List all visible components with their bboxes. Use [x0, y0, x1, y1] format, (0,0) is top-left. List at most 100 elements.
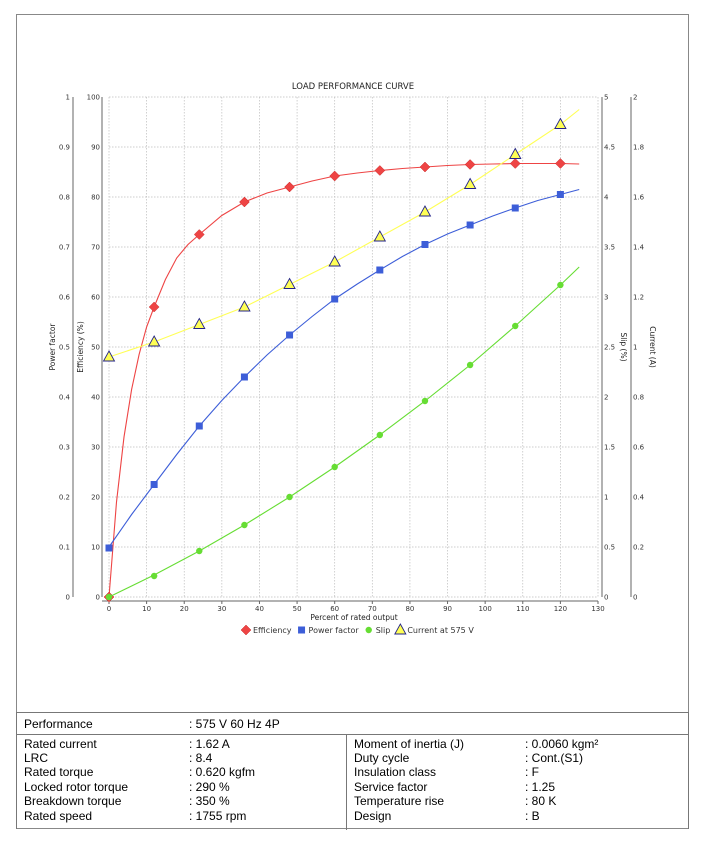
slip-point	[241, 521, 248, 529]
slip-point	[105, 593, 113, 601]
spec-value: : 0.0060 kgm²	[525, 737, 599, 751]
spec-label: Design	[354, 809, 392, 823]
current-tick-label: 0.8	[633, 394, 644, 402]
grid	[108, 96, 599, 598]
efficiency-line	[108, 162, 580, 598]
efficiency-tick-label: 100	[87, 94, 100, 102]
legend-item-slip: Slip	[365, 626, 390, 635]
efficiency-tick-label: 90	[91, 144, 100, 152]
series	[102, 109, 580, 603]
spec-label: Rated speed	[24, 809, 93, 823]
efficiency-tick-label: 0	[96, 594, 100, 602]
slip-line	[108, 266, 580, 598]
current-at-575-v-point	[373, 230, 387, 242]
slip-point	[196, 547, 203, 555]
efficiency-axis-title: Efficiency (%)	[76, 321, 85, 373]
power-factor-tick-label: 0.4	[59, 394, 71, 402]
power-factor-point	[150, 481, 158, 488]
x-tick-label: 110	[516, 605, 529, 613]
slip-point	[512, 322, 519, 330]
current-at-575-v-point	[147, 335, 161, 347]
power-factor-point	[421, 241, 429, 248]
spec-table: Performance : 575 V 60 Hz 4P Rated curre…	[16, 712, 689, 830]
power-factor-tick-label: 0.5	[59, 344, 70, 352]
power-factor-tick-label: 0.2	[59, 494, 70, 502]
spec-value: : 8.4	[189, 751, 213, 765]
x-tick-label: 50	[293, 605, 302, 613]
spec-label: Rated current	[24, 737, 97, 751]
column-divider	[346, 735, 347, 830]
efficiency-point	[374, 165, 386, 176]
slip-point	[286, 493, 293, 501]
current-at-575-v-point	[328, 255, 341, 267]
slip-tick-label: 4.5	[604, 144, 615, 152]
spec-value: : Cont.(S1)	[525, 751, 584, 765]
slip-axis-title: Slip (%)	[619, 332, 628, 361]
efficiency-tick-label: 40	[91, 394, 100, 402]
power-factor-point	[105, 544, 113, 552]
slip-tick-label: 3	[604, 294, 608, 302]
efficiency-point	[509, 158, 521, 169]
current-tick-label: 0.2	[633, 544, 644, 552]
legend-swatch-current-at-575-v	[394, 623, 407, 635]
power-factor-series	[105, 188, 580, 552]
spec-label: Temperature rise	[354, 794, 445, 808]
x-tick-label: 90	[443, 605, 452, 613]
spec-label: Breakdown torque	[24, 794, 122, 808]
current-tick-label: 1.8	[633, 144, 644, 152]
efficiency-tick-label: 20	[91, 494, 100, 502]
legend: Efficiency Power factor Slip Current at 575…	[240, 623, 474, 636]
slip-point	[466, 361, 474, 369]
current-tick-label: 1.2	[633, 294, 644, 302]
power-factor-point	[556, 191, 564, 198]
x-tick-label: 80	[405, 605, 414, 613]
slip-tick-label: 1	[604, 494, 608, 502]
slip-tick-label: 1.5	[604, 444, 615, 452]
current-at-575-v-series	[102, 109, 580, 362]
spec-label: Rated torque	[24, 765, 94, 779]
x-tick-label: 0	[107, 605, 111, 613]
power-factor-tick-label: 0	[66, 594, 70, 602]
x-tick-label: 60	[330, 605, 339, 613]
current-tick-label: 1.4	[633, 244, 645, 252]
efficiency-point	[329, 170, 341, 182]
x-tick-label: 40	[255, 605, 264, 613]
slip-point	[150, 572, 158, 580]
power-factor-tick-label: 1	[66, 94, 70, 102]
efficiency-tick-label: 70	[91, 244, 100, 252]
spec-value: : 1.62 A	[189, 737, 230, 751]
slip-series	[105, 266, 580, 601]
power-factor-tick-label: 0.3	[59, 444, 70, 452]
current-tick-label: 0.6	[633, 444, 645, 452]
power-factor-tick-label: 0.9	[59, 144, 70, 152]
power-factor-tick-label: 0.8	[59, 194, 70, 202]
chart-title: LOAD PERFORMANCE CURVE	[292, 82, 414, 92]
efficiency-tick-label: 30	[91, 444, 100, 452]
efficiency-point	[239, 196, 250, 208]
current-tick-label: 0	[633, 594, 637, 602]
slip-point	[331, 463, 338, 471]
current-at-575-v-point	[463, 177, 477, 189]
efficiency-tick-label: 80	[91, 194, 100, 202]
x-axis-title: Percent of rated output	[310, 613, 397, 622]
efficiency-tick-label: 50	[91, 344, 100, 352]
current-at-575-v-point	[193, 317, 206, 329]
efficiency-point	[464, 159, 476, 170]
efficiency-series	[103, 158, 580, 603]
slip-tick-label: 3.5	[604, 244, 615, 252]
spec-label: Duty cycle	[354, 751, 410, 765]
slip-tick-label: 0.5	[604, 544, 615, 552]
current-at-575-v-point	[238, 300, 251, 312]
efficiency-point	[148, 301, 160, 313]
legend-swatch-power-factor	[298, 626, 306, 634]
current-at-575-v-point	[554, 117, 567, 129]
legend-item-efficiency: Efficiency	[240, 624, 292, 636]
power-factor-tick-label: 0.6	[59, 294, 71, 302]
slip-tick-label: 4	[604, 194, 609, 202]
spec-value: : 290 %	[189, 780, 230, 794]
power-factor-point	[195, 422, 203, 430]
slip-point	[421, 397, 429, 405]
power-factor-line	[108, 188, 580, 548]
current-at-575-v-point	[508, 147, 522, 159]
power-factor-point	[286, 331, 294, 339]
